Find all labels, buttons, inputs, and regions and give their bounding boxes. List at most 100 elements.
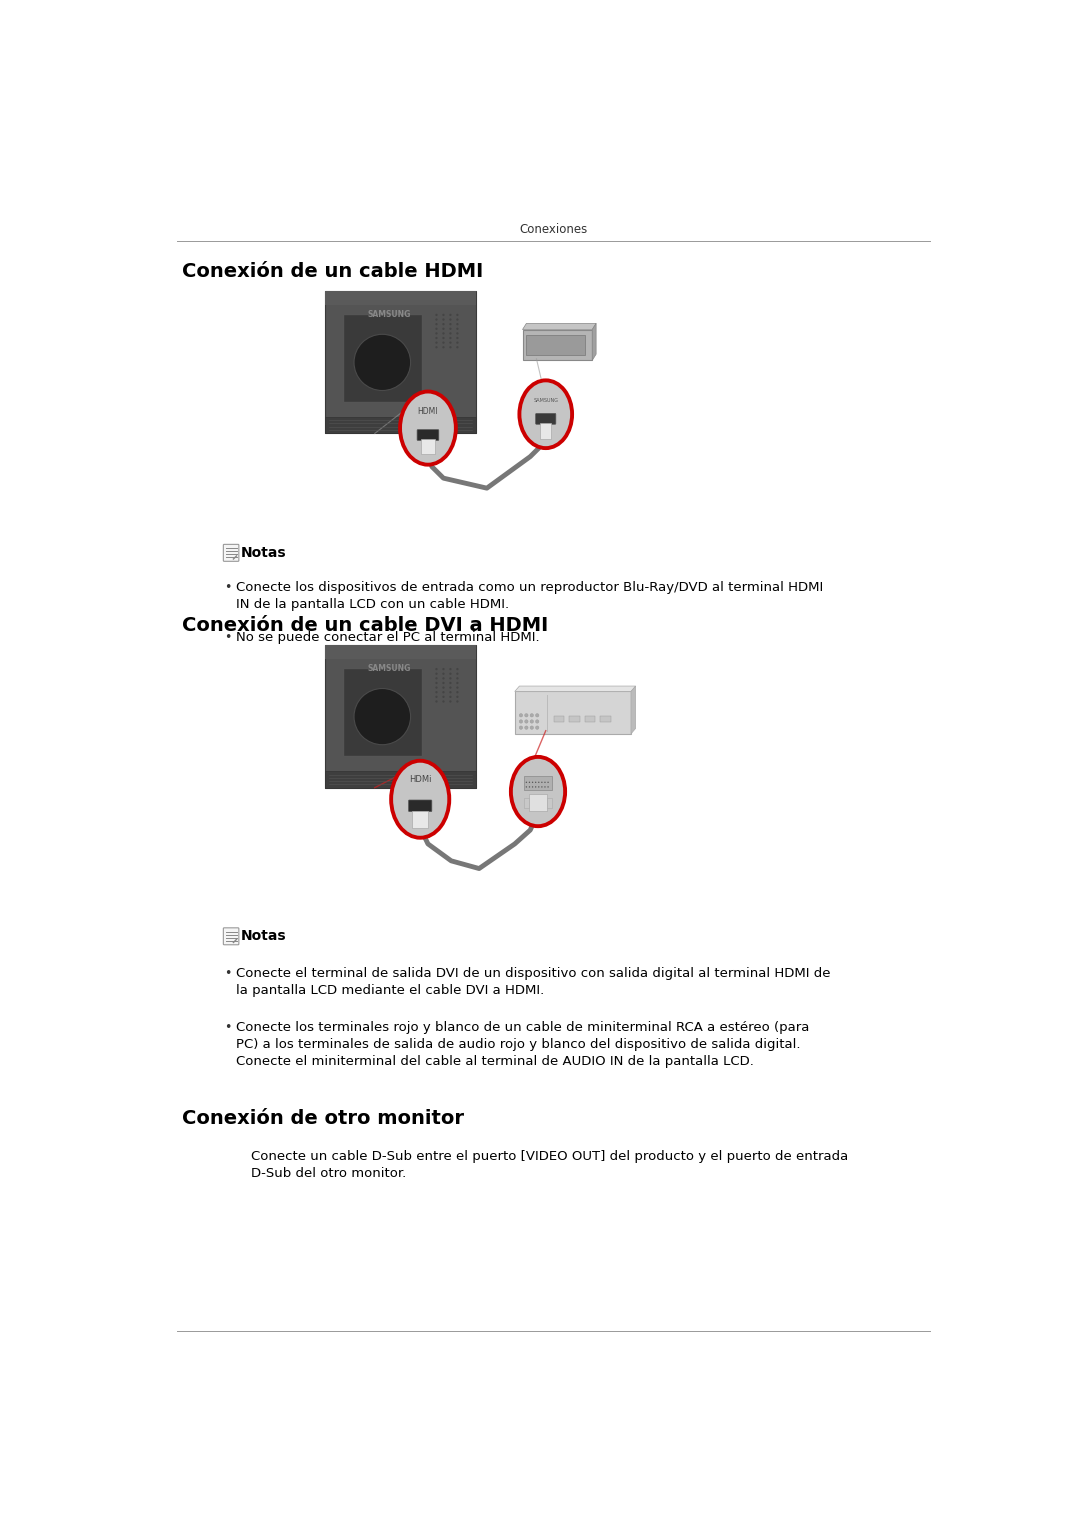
Circle shape bbox=[443, 347, 445, 348]
Ellipse shape bbox=[400, 391, 456, 464]
Circle shape bbox=[449, 333, 451, 334]
Circle shape bbox=[435, 328, 437, 330]
Circle shape bbox=[435, 701, 437, 702]
FancyBboxPatch shape bbox=[421, 438, 435, 454]
FancyBboxPatch shape bbox=[529, 794, 548, 811]
Circle shape bbox=[525, 719, 528, 724]
Circle shape bbox=[456, 701, 459, 702]
Circle shape bbox=[449, 328, 451, 330]
Circle shape bbox=[443, 333, 445, 334]
Circle shape bbox=[443, 318, 445, 321]
Circle shape bbox=[443, 672, 445, 675]
FancyBboxPatch shape bbox=[224, 928, 239, 945]
FancyBboxPatch shape bbox=[417, 429, 438, 440]
Circle shape bbox=[443, 328, 445, 330]
Circle shape bbox=[443, 337, 445, 339]
Circle shape bbox=[449, 318, 451, 321]
Circle shape bbox=[449, 324, 451, 325]
Polygon shape bbox=[523, 324, 596, 330]
FancyBboxPatch shape bbox=[408, 800, 432, 811]
Circle shape bbox=[449, 672, 451, 675]
Circle shape bbox=[530, 719, 534, 724]
Circle shape bbox=[456, 342, 459, 344]
Text: Conexiones: Conexiones bbox=[519, 223, 588, 237]
Circle shape bbox=[456, 318, 459, 321]
Circle shape bbox=[443, 696, 445, 698]
Circle shape bbox=[449, 692, 451, 693]
FancyBboxPatch shape bbox=[524, 776, 552, 789]
FancyBboxPatch shape bbox=[554, 716, 565, 722]
FancyBboxPatch shape bbox=[540, 423, 551, 438]
Text: Conexión de un cable DVI a HDMI: Conexión de un cable DVI a HDMI bbox=[181, 617, 548, 635]
FancyBboxPatch shape bbox=[413, 811, 428, 828]
Circle shape bbox=[519, 719, 523, 724]
Text: Conecte un cable D-Sub entre el puerto [VIDEO OUT] del producto y el puerto de e: Conecte un cable D-Sub entre el puerto [… bbox=[252, 1150, 849, 1179]
Circle shape bbox=[449, 337, 451, 339]
FancyBboxPatch shape bbox=[343, 315, 421, 402]
Circle shape bbox=[443, 342, 445, 344]
Circle shape bbox=[443, 683, 445, 684]
Text: •: • bbox=[225, 631, 231, 644]
Circle shape bbox=[443, 324, 445, 325]
Circle shape bbox=[456, 333, 459, 334]
Circle shape bbox=[449, 313, 451, 316]
Circle shape bbox=[354, 689, 410, 745]
Circle shape bbox=[456, 328, 459, 330]
Circle shape bbox=[443, 701, 445, 702]
FancyBboxPatch shape bbox=[548, 797, 552, 808]
Circle shape bbox=[435, 676, 437, 680]
Circle shape bbox=[435, 692, 437, 693]
Circle shape bbox=[443, 687, 445, 689]
FancyBboxPatch shape bbox=[325, 646, 476, 660]
Circle shape bbox=[456, 683, 459, 684]
FancyBboxPatch shape bbox=[325, 292, 476, 305]
Circle shape bbox=[443, 676, 445, 680]
Circle shape bbox=[525, 725, 528, 730]
Circle shape bbox=[536, 719, 539, 724]
FancyBboxPatch shape bbox=[325, 292, 476, 434]
Circle shape bbox=[435, 683, 437, 684]
Text: •: • bbox=[225, 967, 231, 980]
Text: HDMI: HDMI bbox=[418, 406, 438, 415]
Text: SAMSUNG: SAMSUNG bbox=[367, 310, 410, 319]
Circle shape bbox=[443, 313, 445, 316]
Ellipse shape bbox=[519, 380, 572, 447]
FancyBboxPatch shape bbox=[343, 667, 421, 756]
Circle shape bbox=[354, 334, 410, 391]
FancyBboxPatch shape bbox=[523, 330, 592, 360]
Polygon shape bbox=[631, 686, 636, 734]
Circle shape bbox=[456, 667, 459, 670]
Circle shape bbox=[435, 696, 437, 698]
Text: Conexión de un cable HDMI: Conexión de un cable HDMI bbox=[181, 263, 483, 281]
FancyBboxPatch shape bbox=[536, 414, 556, 425]
Circle shape bbox=[435, 667, 437, 670]
FancyBboxPatch shape bbox=[325, 646, 476, 788]
FancyBboxPatch shape bbox=[224, 544, 239, 562]
Circle shape bbox=[449, 342, 451, 344]
Circle shape bbox=[435, 347, 437, 348]
Circle shape bbox=[449, 687, 451, 689]
FancyBboxPatch shape bbox=[569, 716, 580, 722]
FancyBboxPatch shape bbox=[584, 716, 595, 722]
Circle shape bbox=[435, 672, 437, 675]
Circle shape bbox=[449, 696, 451, 698]
Text: Conexión de otro monitor: Conexión de otro monitor bbox=[181, 1109, 463, 1128]
Circle shape bbox=[443, 692, 445, 693]
Text: Notas: Notas bbox=[241, 545, 287, 560]
Circle shape bbox=[435, 333, 437, 334]
Circle shape bbox=[449, 701, 451, 702]
FancyBboxPatch shape bbox=[325, 417, 476, 434]
Circle shape bbox=[536, 725, 539, 730]
Circle shape bbox=[456, 313, 459, 316]
Circle shape bbox=[456, 676, 459, 680]
Circle shape bbox=[456, 337, 459, 339]
Circle shape bbox=[530, 725, 534, 730]
Circle shape bbox=[456, 347, 459, 348]
Circle shape bbox=[525, 713, 528, 718]
Circle shape bbox=[449, 676, 451, 680]
Circle shape bbox=[435, 313, 437, 316]
Text: SAMSUNG: SAMSUNG bbox=[367, 664, 410, 673]
Text: Conecte los terminales rojo y blanco de un cable de miniterminal RCA a estéreo (: Conecte los terminales rojo y blanco de … bbox=[235, 1022, 809, 1067]
Circle shape bbox=[435, 318, 437, 321]
Text: •: • bbox=[225, 1022, 231, 1034]
